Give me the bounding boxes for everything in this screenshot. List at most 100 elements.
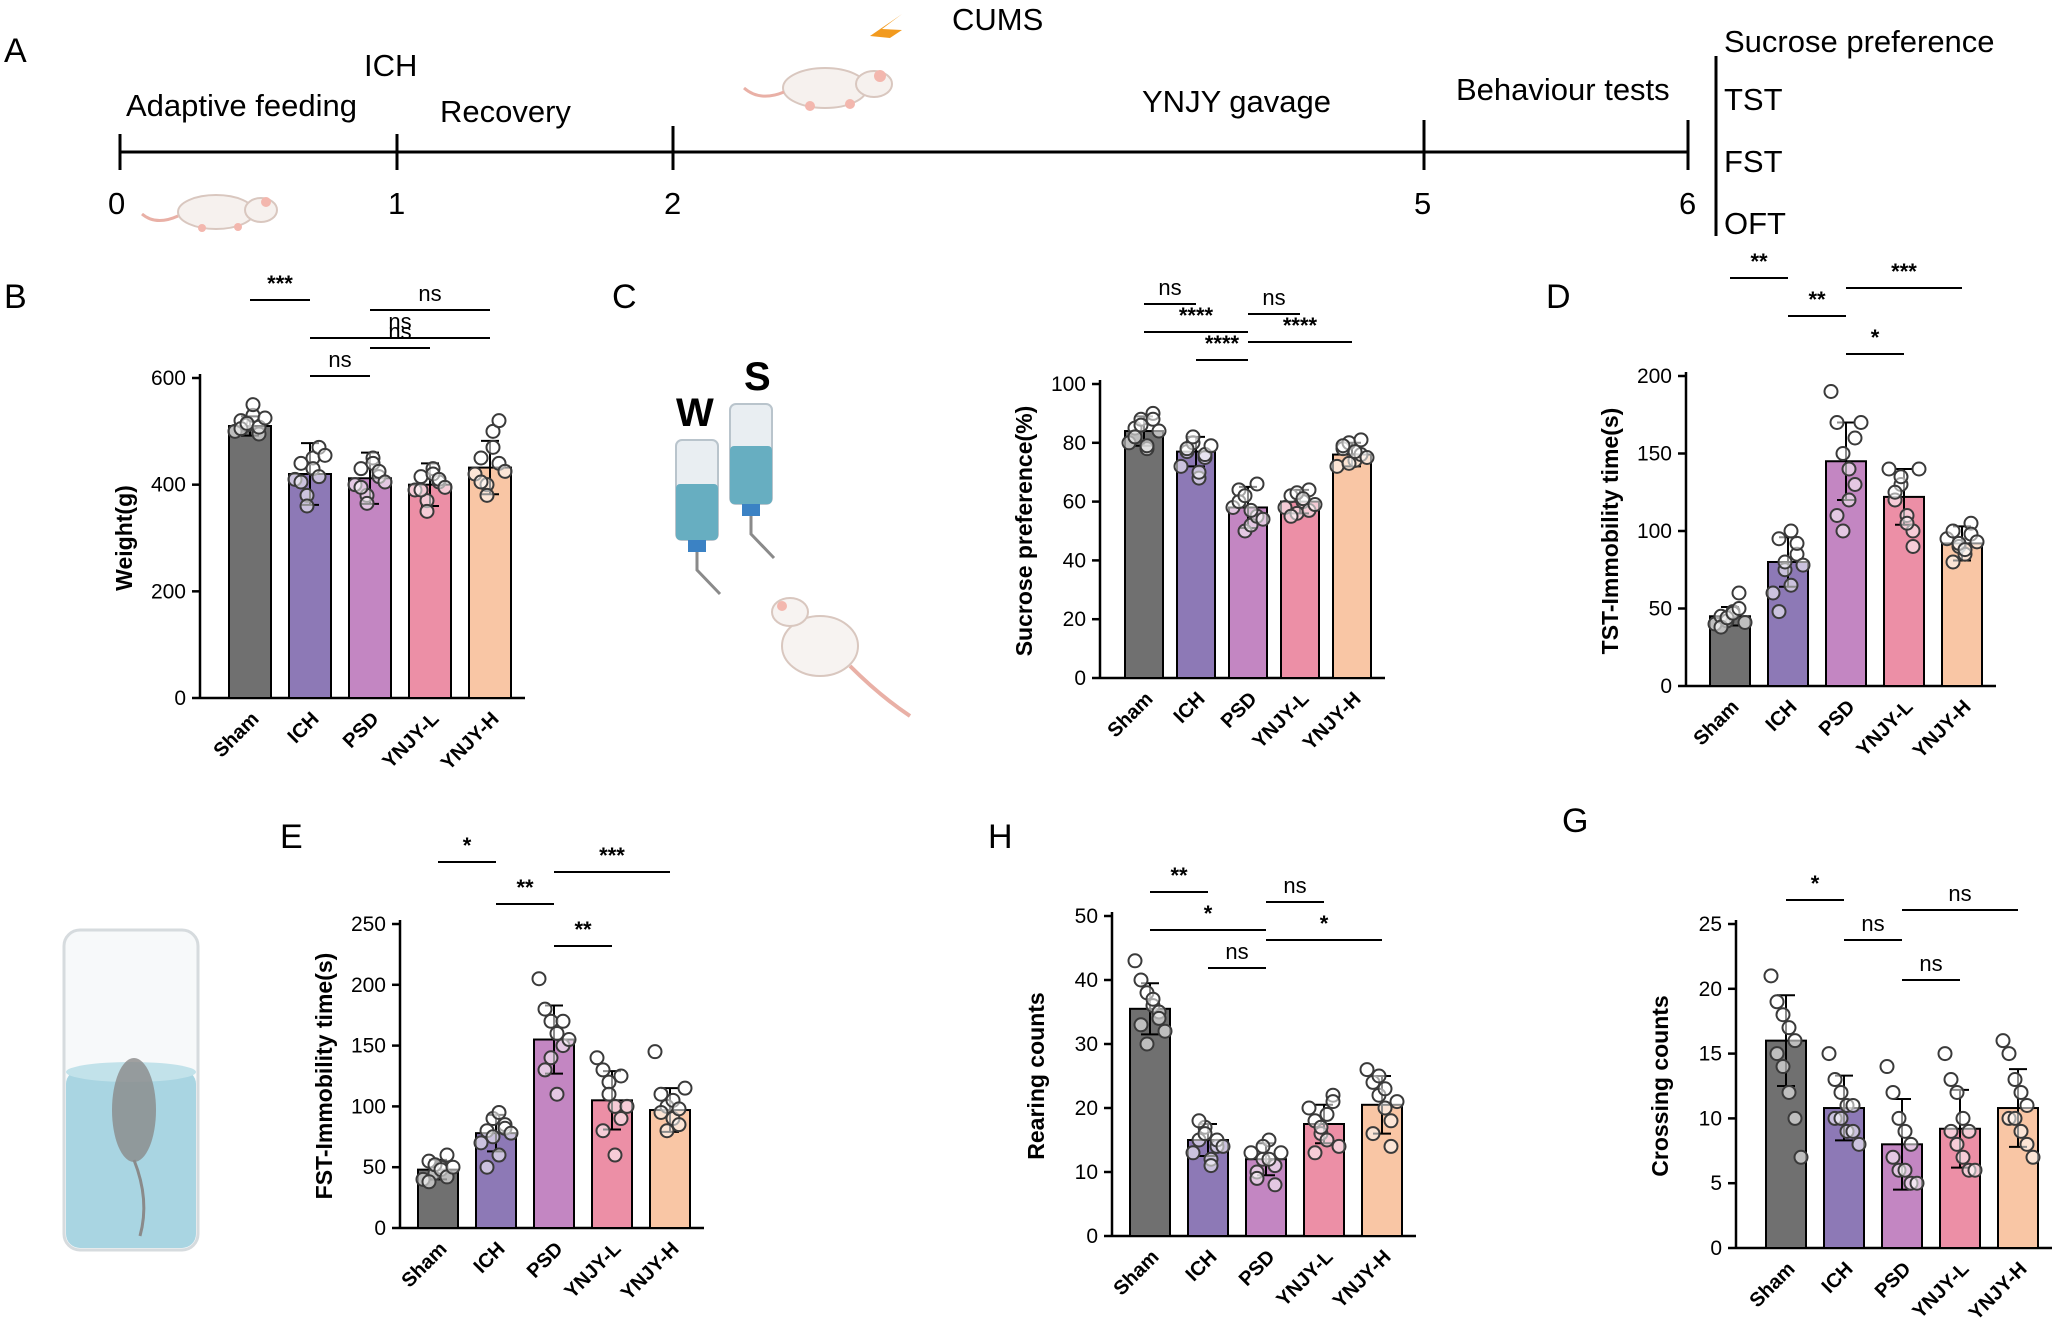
data-point [1191, 1113, 1207, 1129]
data-point [419, 503, 435, 519]
y-tick-label: 20 [1699, 978, 1722, 1001]
data-point [1347, 444, 1363, 460]
data-point [1255, 1138, 1271, 1154]
data-point [1359, 450, 1375, 465]
data-point [1847, 430, 1863, 446]
y-tick-label: 0 [174, 687, 186, 710]
significance-label: ns [1861, 911, 1884, 936]
x-tick-label: ICH [1170, 688, 1210, 728]
data-point [1775, 1059, 1791, 1075]
timeline-tick-label: 1 [388, 186, 405, 221]
data-point [1203, 1158, 1219, 1174]
data-point [1827, 1072, 1843, 1088]
data-point [1851, 1136, 1867, 1152]
data-point [1833, 1110, 1849, 1126]
y-axis-label: Sucrose preference(%) [1011, 406, 1037, 657]
y-tick-label: 40 [1063, 549, 1086, 572]
panel-labels: A B C D E H G [4, 32, 1588, 856]
panel-label-b: B [4, 278, 27, 316]
timeline-tick-label: 0 [108, 186, 125, 221]
data-point [1969, 534, 1985, 550]
data-point [2019, 1136, 2035, 1152]
data-point [1967, 1162, 1983, 1178]
y-tick-label: 100 [1051, 373, 1086, 396]
data-point [537, 1001, 553, 1017]
data-point [1905, 539, 1921, 554]
y-tick-label: 150 [351, 1035, 386, 1058]
data-point [1763, 968, 1779, 984]
data-point [1937, 1046, 1953, 1062]
data-point [1371, 1068, 1387, 1084]
data-point [1243, 1145, 1259, 1161]
data-point [353, 479, 369, 495]
y-tick-label: 0 [1710, 1237, 1722, 1260]
panel-label-g: G [1562, 802, 1588, 840]
y-tick-label: 10 [1075, 1161, 1098, 1184]
data-point [491, 1147, 507, 1163]
panel-label-a: A [4, 32, 27, 70]
x-tick-label: PSD [339, 708, 384, 753]
data-point [1249, 1170, 1265, 1186]
x-tick-label: PSD [1235, 1246, 1280, 1291]
data-point [497, 463, 513, 479]
data-point [2007, 1110, 2023, 1126]
data-point [1133, 972, 1149, 988]
significance-label: ns [328, 347, 351, 372]
adaptive-feeding-label: Adaptive feeding [126, 88, 357, 123]
data-point [1829, 508, 1845, 523]
ich-label: ICH [364, 48, 417, 83]
data-point [1185, 1145, 1201, 1161]
significance-label: ** [1170, 863, 1188, 888]
x-tick-label: Sham [1103, 688, 1157, 742]
significance-label: * [1871, 325, 1880, 350]
data-point [613, 1111, 629, 1127]
timeline-tick-label: 6 [1679, 186, 1696, 221]
test-tst: TST [1724, 82, 1783, 117]
y-tick-label: 200 [1637, 365, 1672, 388]
significance-label: **** [1179, 303, 1214, 328]
y-tick-label: 0 [374, 1217, 386, 1240]
y-tick-label: 400 [151, 474, 186, 497]
x-tick-label: YNJY-L [1908, 1258, 1973, 1323]
data-point [1203, 438, 1219, 454]
data-point [1731, 601, 1747, 616]
y-tick-label: 10 [1699, 1107, 1722, 1130]
data-point [1389, 1094, 1405, 1110]
y-tick-label: 0 [1660, 675, 1672, 698]
data-point [1377, 1081, 1393, 1097]
x-tick-label: YNJY-H [617, 1238, 684, 1305]
bar [228, 425, 272, 699]
y-tick-label: 100 [351, 1095, 386, 1118]
rat-illustration [743, 67, 893, 111]
significance-label: ns [388, 309, 411, 334]
data-point [2025, 1149, 2041, 1165]
data-point [1955, 1149, 1971, 1165]
test-sucrose: Sucrose preference [1724, 24, 1995, 59]
significance-label: ns [1283, 873, 1306, 898]
recovery-label: Recovery [440, 94, 571, 129]
y-tick-label: 0 [1086, 1225, 1098, 1248]
significance-label: * [1320, 911, 1329, 936]
y-tick-label: 50 [1649, 598, 1672, 621]
data-point [1769, 1046, 1785, 1062]
data-point [1329, 458, 1345, 474]
test-oft: OFT [1724, 206, 1786, 241]
data-point [2001, 1046, 2017, 1062]
y-tick-label: 80 [1063, 432, 1086, 455]
rat-tail [132, 1159, 146, 1237]
x-tick-label: YNJY-L [1852, 696, 1917, 761]
data-point [1273, 1145, 1289, 1161]
data-point [1215, 1138, 1231, 1154]
data-point [1853, 415, 1869, 430]
data-point [1771, 531, 1787, 547]
data-point [1283, 508, 1299, 524]
data-point [1845, 1123, 1861, 1139]
bottle-illustration: W S [675, 355, 912, 718]
y-tick-label: 15 [1699, 1043, 1722, 1066]
data-point [1897, 1162, 1913, 1178]
data-point [601, 1086, 617, 1102]
bar [1280, 500, 1320, 679]
x-tick-label: YNJY-H [437, 708, 504, 775]
